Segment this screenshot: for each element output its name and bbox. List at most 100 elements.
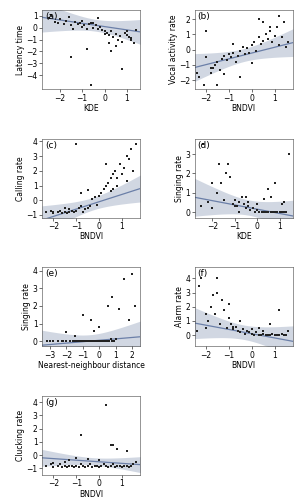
Point	[126, 463, 131, 471]
Point	[74, 462, 79, 469]
Point	[80, 22, 85, 30]
Point	[76, 337, 80, 345]
Point	[62, 462, 67, 469]
Point	[79, 337, 84, 345]
Point	[120, 65, 125, 73]
Point	[273, 208, 277, 216]
Point	[272, 331, 277, 339]
Point	[102, 28, 107, 36]
Point	[239, 192, 244, 200]
Point	[62, 458, 67, 466]
Point	[286, 38, 291, 46]
Point	[71, 208, 76, 216]
Point	[110, 170, 115, 178]
Point	[99, 462, 104, 469]
Point	[280, 200, 284, 208]
Point	[238, 317, 243, 325]
Point	[197, 73, 202, 81]
Point	[249, 60, 254, 68]
Point	[92, 462, 97, 469]
Point	[231, 40, 236, 48]
Point	[115, 182, 120, 190]
Point	[273, 179, 277, 187]
Point	[57, 16, 62, 24]
Point	[131, 39, 136, 47]
Point	[248, 206, 253, 214]
Point	[101, 460, 106, 468]
Point	[277, 331, 282, 339]
Point	[78, 202, 83, 210]
Point	[80, 337, 85, 345]
Text: (a): (a)	[45, 12, 57, 22]
Point	[231, 326, 236, 334]
Point	[124, 28, 129, 36]
Point	[240, 326, 245, 334]
Point	[85, 186, 90, 194]
Point	[254, 47, 259, 55]
Point	[98, 22, 103, 30]
Point	[131, 167, 136, 175]
Point	[221, 196, 226, 204]
Point	[108, 188, 113, 196]
Point	[68, 22, 73, 30]
Point	[102, 337, 107, 345]
Point	[201, 81, 206, 89]
Point	[88, 202, 92, 210]
Point	[242, 330, 247, 338]
Point	[77, 19, 82, 27]
Point	[46, 14, 51, 22]
Point	[133, 302, 138, 310]
Point	[245, 327, 250, 335]
Point	[44, 208, 49, 216]
Point	[115, 462, 120, 469]
Point	[268, 192, 273, 200]
Point	[67, 337, 72, 345]
Point	[229, 54, 234, 62]
Point	[76, 204, 81, 212]
Point	[129, 462, 134, 469]
Point	[126, 155, 131, 163]
Point	[261, 330, 266, 338]
Y-axis label: Clucking rate: Clucking rate	[16, 410, 25, 461]
Point	[264, 208, 269, 216]
Point	[272, 32, 277, 40]
Point	[124, 177, 129, 185]
Point	[208, 303, 213, 311]
Point	[238, 328, 243, 336]
Point	[90, 195, 95, 203]
Point	[204, 54, 208, 62]
Point	[245, 44, 250, 52]
Point	[222, 306, 227, 314]
Point	[277, 41, 282, 49]
Y-axis label: Alarm rate: Alarm rate	[175, 286, 184, 327]
X-axis label: BNDVI: BNDVI	[232, 104, 256, 113]
Point	[280, 208, 284, 216]
Point	[107, 31, 112, 39]
Point	[281, 331, 286, 339]
Point	[82, 22, 87, 30]
Point	[249, 330, 254, 338]
Point	[64, 328, 69, 336]
Point	[95, 337, 100, 345]
Point	[77, 337, 82, 345]
Point	[266, 185, 271, 193]
Point	[110, 293, 115, 301]
Point	[256, 34, 261, 42]
Point	[97, 463, 102, 471]
Point	[217, 160, 222, 168]
Point	[51, 210, 56, 218]
Point	[213, 310, 218, 318]
Point	[48, 10, 53, 18]
Point	[268, 208, 273, 216]
Point	[100, 337, 105, 345]
X-axis label: BNDVI: BNDVI	[79, 490, 103, 498]
Point	[228, 174, 233, 182]
Point	[259, 40, 263, 48]
Point	[277, 12, 282, 20]
Text: (g): (g)	[45, 398, 58, 407]
Point	[226, 300, 231, 308]
Point	[233, 322, 238, 330]
Point	[62, 204, 67, 212]
Point	[215, 274, 220, 282]
Point	[108, 440, 113, 448]
